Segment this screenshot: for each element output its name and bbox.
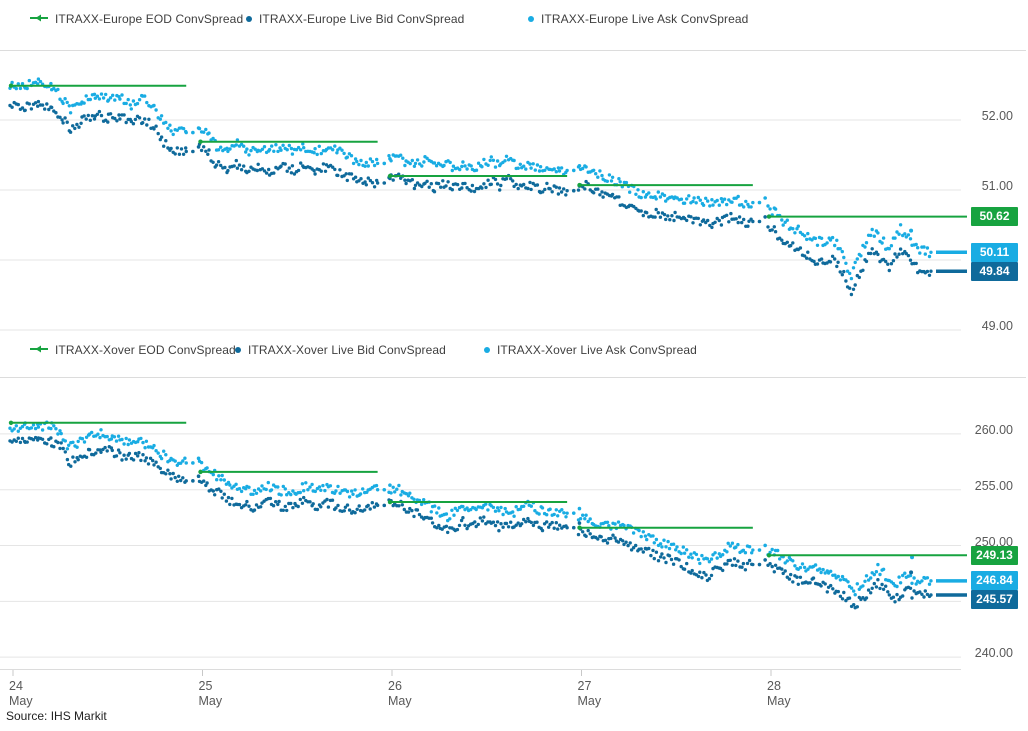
legend-label: ITRAXX-Xover Live Ask ConvSpread [497,343,697,357]
legend-xover-bid[interactable]: ITRAXX-Xover Live Bid ConvSpread [235,341,446,359]
ask-dot-marker-icon [484,347,490,353]
source-note: Source: IHS Markit [6,709,107,723]
y-axis-label: 255.00 [974,478,1013,493]
eod-line-marker-icon [30,341,48,359]
legend-xover: ITRAXX-Xover EOD ConvSpread ITRAXX-Xover… [0,341,1028,359]
legend-europe-bid[interactable]: ITRAXX-Europe Live Bid ConvSpread [246,10,464,28]
y-axis-label: 250.00 [974,534,1013,549]
legend-europe-eod[interactable]: ITRAXX-Europe EOD ConvSpread [30,10,243,28]
x-axis-day-label: 25 May [198,679,223,708]
eod-value-badge: 249.13 [971,545,1018,565]
x-axis-day-label: 27 May [577,679,602,708]
legend-label: ITRAXX-Xover EOD ConvSpread [55,343,236,357]
ask-value-badge: 50.11 [971,242,1018,262]
legend-europe-ask[interactable]: ITRAXX-Europe Live Ask ConvSpread [528,10,748,28]
y-axis-label: 51.00 [981,179,1013,193]
eod-value-badge: 50.62 [971,207,1018,227]
bid-value-badge: 49.84 [971,261,1018,281]
bid-value-badge: 245.57 [971,590,1018,610]
legend-label: ITRAXX-Xover Live Bid ConvSpread [248,343,446,357]
bid-dot-marker-icon [246,16,252,22]
legend-label: ITRAXX-Europe EOD ConvSpread [55,12,244,26]
legend-label: ITRAXX-Europe Live Bid ConvSpread [259,12,465,26]
legend-europe: ITRAXX-Europe EOD ConvSpread ITRAXX-Euro… [0,10,1028,28]
legend-xover-eod[interactable]: ITRAXX-Xover EOD ConvSpread [30,341,236,359]
y-axis-label: 260.00 [974,422,1013,437]
y-axis-label: 52.00 [981,109,1013,123]
ask-value-badge: 246.84 [971,571,1018,591]
x-axis-day-label: 28 May [767,679,791,708]
ask-dot-marker-icon [528,16,534,22]
y-axis-label: 49.00 [981,319,1013,333]
x-axis-day-label: 24 May [9,679,33,708]
bid-dot-marker-icon [235,347,241,353]
eod-line-marker-icon [30,10,48,28]
legend-xover-ask[interactable]: ITRAXX-Xover Live Ask ConvSpread [484,341,697,359]
legend-label: ITRAXX-Europe Live Ask ConvSpread [541,12,749,26]
y-axis-label: 240.00 [974,646,1013,661]
x-axis-day-label: 26 May [388,679,412,708]
